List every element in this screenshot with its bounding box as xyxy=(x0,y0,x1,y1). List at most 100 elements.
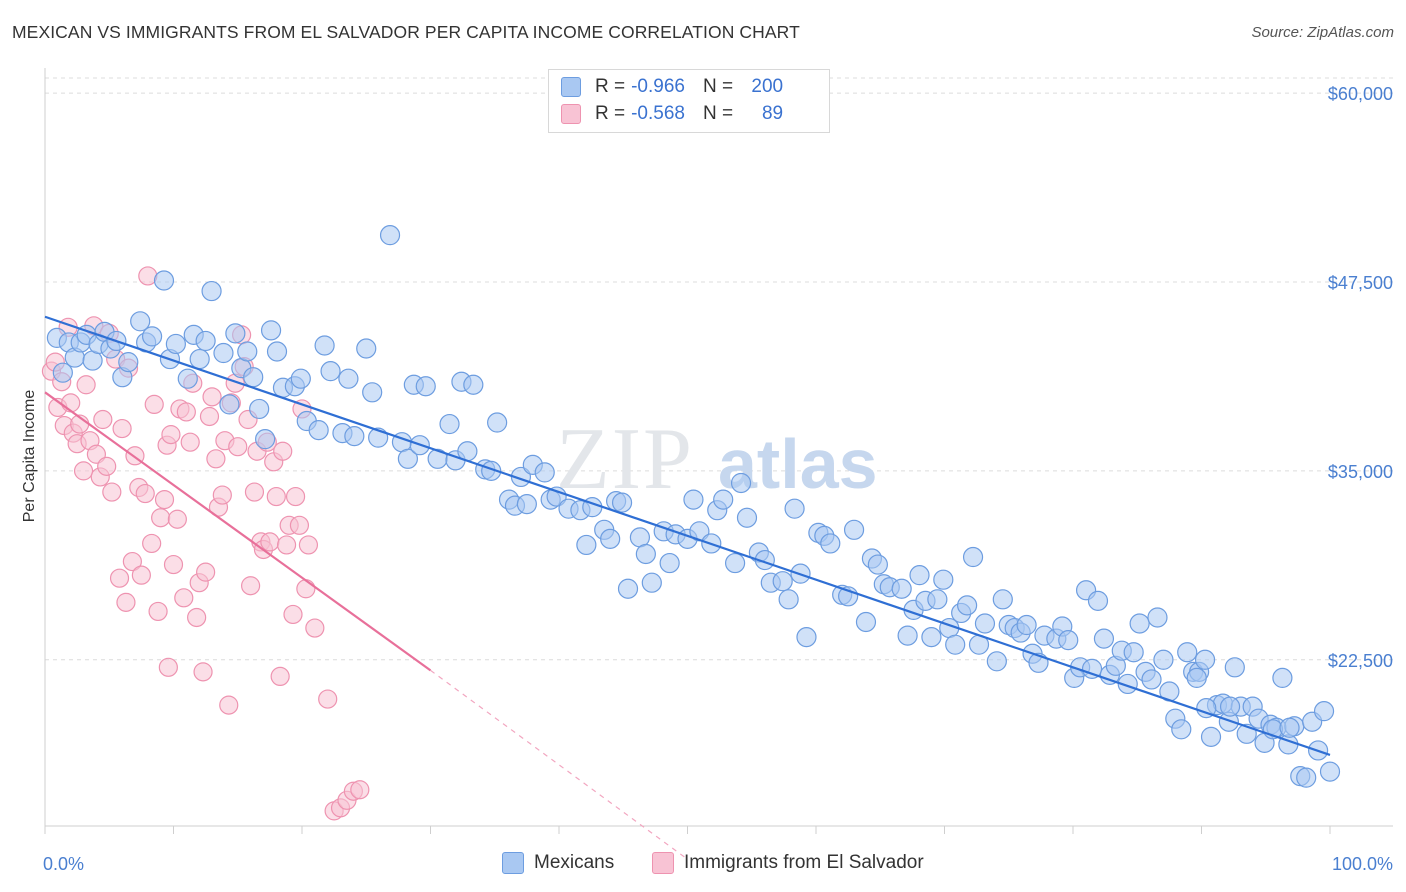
y-tick-label: $35,000 xyxy=(1328,462,1393,482)
trend-lines xyxy=(44,315,1331,860)
data-point-mexicans xyxy=(249,398,270,420)
data-point-el-salvador xyxy=(151,508,171,528)
data-point-el-salvador xyxy=(193,662,213,682)
data-point-el-salvador xyxy=(61,393,81,413)
data-point-mexicans xyxy=(617,578,639,599)
data-point-mexicans xyxy=(927,589,948,610)
data-point-mexicans xyxy=(1123,642,1144,663)
data-point-mexicans xyxy=(320,361,341,382)
data-point-el-salvador xyxy=(260,532,280,552)
data-point-el-salvador xyxy=(142,533,162,554)
data-point-mexicans xyxy=(1194,649,1216,670)
watermark-zip: ZIP xyxy=(556,411,694,508)
data-point-mexicans xyxy=(1224,657,1245,678)
data-point-el-salvador xyxy=(174,588,194,608)
data-point-mexicans xyxy=(1313,701,1335,722)
bottom-legend-mexicans[interactable]: Mexicans xyxy=(502,852,614,874)
legend-n-label: N = xyxy=(702,76,734,97)
legend-row-mexicans: R = -0.966 N = 200 xyxy=(561,74,783,100)
data-point-mexicans xyxy=(796,627,817,648)
trend-line-el-salvador-extension xyxy=(430,669,688,860)
data-point-mexicans xyxy=(177,368,198,389)
data-point-mexicans xyxy=(195,330,216,352)
source-label: Source: ZipAtlas.com xyxy=(1251,24,1394,41)
data-point-mexicans xyxy=(397,448,418,469)
data-point-el-salvador xyxy=(102,482,122,502)
data-point-mexicans xyxy=(933,569,954,590)
data-point-el-salvador xyxy=(350,780,370,800)
data-point-el-salvador xyxy=(180,432,200,452)
data-point-el-salvador xyxy=(187,607,207,628)
legend-r-label: R = xyxy=(595,103,626,124)
data-point-el-salvador xyxy=(199,406,220,427)
data-point-mexicans xyxy=(260,320,282,341)
data-point-mexicans xyxy=(1196,698,1217,719)
tick-labels: $22,500 $35,000 $47,500 $60,000 0.0% 100.0% xyxy=(43,84,1393,874)
legend-r-value: -0.568 xyxy=(631,103,685,124)
data-point-mexicans xyxy=(921,627,942,648)
legend-n-value: 200 xyxy=(751,76,784,97)
data-point-mexicans xyxy=(362,382,383,403)
x-tick-label: 100.0% xyxy=(1332,854,1393,874)
data-point-mexicans xyxy=(820,533,841,554)
data-point-mexicans xyxy=(516,494,537,515)
data-point-mexicans xyxy=(897,625,918,646)
data-point-mexicans xyxy=(487,412,508,433)
data-point-el-salvador xyxy=(285,486,306,507)
data-point-el-salvador xyxy=(206,449,226,469)
data-point-mexicans xyxy=(266,341,288,362)
data-point-mexicans xyxy=(1153,649,1174,670)
y-tick-label: $47,500 xyxy=(1328,273,1393,293)
data-point-el-salvador xyxy=(212,485,232,505)
data-point-el-salvador xyxy=(163,554,184,575)
data-point-mexicans xyxy=(974,613,996,634)
data-point-mexicans xyxy=(772,571,793,592)
data-point-mexicans xyxy=(1058,630,1079,651)
trend-line-el-salvador xyxy=(44,391,432,672)
data-point-el-salvador xyxy=(93,409,113,430)
data-point-el-salvador xyxy=(276,535,297,555)
data-point-mexicans xyxy=(356,338,377,359)
data-point-mexicans xyxy=(891,578,912,599)
data-point-mexicans xyxy=(855,611,877,633)
data-point-mexicans xyxy=(1141,669,1162,690)
data-point-mexicans xyxy=(611,492,633,513)
data-point-mexicans xyxy=(867,554,888,575)
data-point-el-salvador xyxy=(318,689,338,709)
data-point-mexicans xyxy=(213,342,234,364)
bottom-legend: Mexicans Immigrants from El Salvador xyxy=(0,852,1406,878)
data-point-mexicans xyxy=(683,489,704,510)
data-point-mexicans xyxy=(165,333,186,355)
data-point-mexicans xyxy=(724,552,746,574)
data-point-el-salvador xyxy=(298,535,319,555)
data-point-el-salvador xyxy=(112,418,132,439)
data-point-mexicans xyxy=(736,507,758,528)
data-point-el-salvador xyxy=(131,565,151,585)
data-point-el-salvador xyxy=(241,576,261,596)
data-point-mexicans xyxy=(784,498,805,519)
data-point-mexicans xyxy=(600,528,621,549)
data-point-el-salvador xyxy=(116,592,136,612)
legend-swatch-el-salvador xyxy=(561,104,581,124)
data-point-mexicans xyxy=(314,335,335,356)
data-point-mexicans xyxy=(992,589,1013,610)
data-point-mexicans xyxy=(290,368,311,389)
data-point-mexicans xyxy=(962,546,984,568)
data-point-el-salvador xyxy=(176,402,196,422)
data-point-el-salvador xyxy=(154,490,175,510)
data-point-mexicans xyxy=(463,374,484,395)
data-point-el-salvador xyxy=(305,618,325,638)
axes xyxy=(44,68,1393,834)
data-point-el-salvador xyxy=(148,601,168,622)
data-point-mexicans xyxy=(909,565,930,586)
data-point-el-salvador xyxy=(273,441,293,461)
data-point-el-salvador xyxy=(122,551,142,572)
data-point-el-salvador xyxy=(270,666,290,687)
data-point-mexicans xyxy=(439,413,460,435)
legend-n-value: 89 xyxy=(761,103,784,124)
data-point-mexicans xyxy=(379,225,401,246)
bottom-legend-el-salvador[interactable]: Immigrants from El Salvador xyxy=(652,852,924,874)
data-point-mexicans xyxy=(1319,761,1341,782)
y-tick-label: $60,000 xyxy=(1328,84,1393,104)
